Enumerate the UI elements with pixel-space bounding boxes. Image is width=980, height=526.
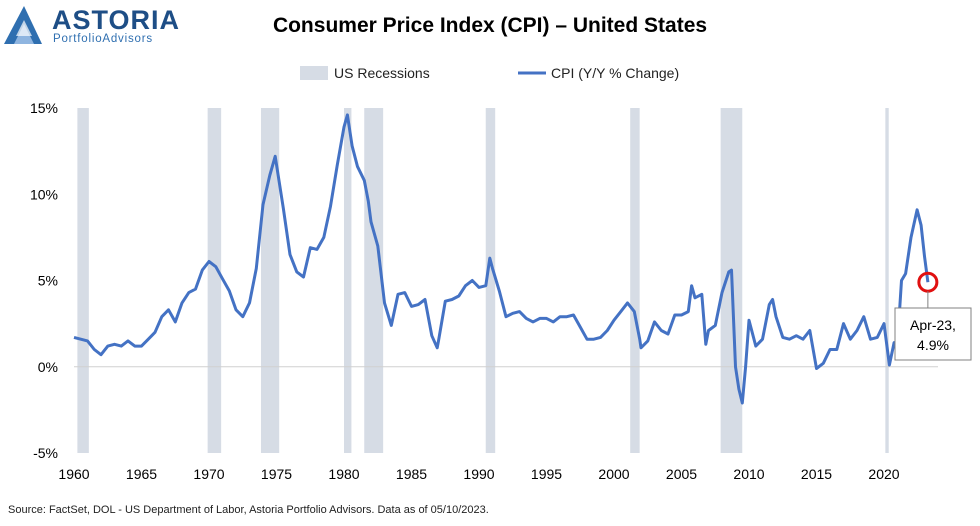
legend-swatch-recessions	[300, 66, 328, 80]
x-tick-label: 2020	[868, 466, 899, 482]
x-axis-ticks: 1960 1965 1970 1975 1980 1985 1990 1995 2000 2005…	[58, 466, 899, 482]
x-tick-label: 1995	[531, 466, 562, 482]
x-tick-label: 2010	[733, 466, 764, 482]
logo-name: ASTORIA	[52, 5, 180, 35]
callout-box	[894, 307, 972, 361]
recession-band-6	[630, 108, 640, 453]
y-tick-label: 15%	[30, 100, 58, 116]
legend: US Recessions CPI (Y/Y % Change)	[300, 65, 679, 81]
callout-date: Apr-23,	[910, 317, 956, 333]
astoria-logo: ASTORIA PortfolioAdvisors	[4, 5, 180, 45]
callout-value: 4.9%	[917, 337, 949, 353]
source-note: Source: FactSet, DOL - US Department of …	[8, 504, 489, 516]
recession-band-4	[364, 108, 384, 453]
x-tick-label: 1985	[396, 466, 427, 482]
x-tick-label: 1960	[58, 466, 89, 482]
recession-band-1	[207, 108, 222, 453]
cpi-series	[73, 113, 930, 405]
x-tick-label: 2005	[666, 466, 697, 482]
y-tick-label: 0%	[38, 359, 58, 375]
x-tick-label: 1980	[328, 466, 359, 482]
x-tick-label: 1970	[193, 466, 224, 482]
chart-title: Consumer Price Index (CPI) – United Stat…	[272, 14, 708, 37]
legend-label-cpi: CPI (Y/Y % Change)	[551, 65, 679, 81]
logo-tagline: PortfolioAdvisors	[53, 33, 153, 45]
x-tick-label: 1990	[463, 466, 494, 482]
x-tick-label: 1965	[126, 466, 157, 482]
recession-band-3	[344, 108, 352, 453]
recession-band-8	[885, 108, 889, 453]
y-tick-label: 10%	[30, 186, 58, 202]
cpi-chart: -5%0%5%10%15% 1960 1965 1970 1975 1980 1985 19…	[30, 65, 972, 482]
y-tick-label: 5%	[38, 273, 58, 289]
recession-band-5	[485, 108, 496, 453]
x-tick-label: 2015	[801, 466, 832, 482]
cpi-line	[73, 113, 930, 405]
y-axis-ticks: -5% 0% 5% 10% 15%	[30, 100, 58, 461]
astoria-triangle-icon	[4, 6, 42, 44]
recession-band-0	[77, 108, 89, 453]
y-tick-label: -5%	[33, 445, 58, 461]
latest-value-callout: Apr-23, 4.9%	[894, 271, 972, 361]
x-tick-label: 2000	[598, 466, 629, 482]
x-tick-label: 1975	[261, 466, 292, 482]
legend-label-recessions: US Recessions	[334, 65, 430, 81]
